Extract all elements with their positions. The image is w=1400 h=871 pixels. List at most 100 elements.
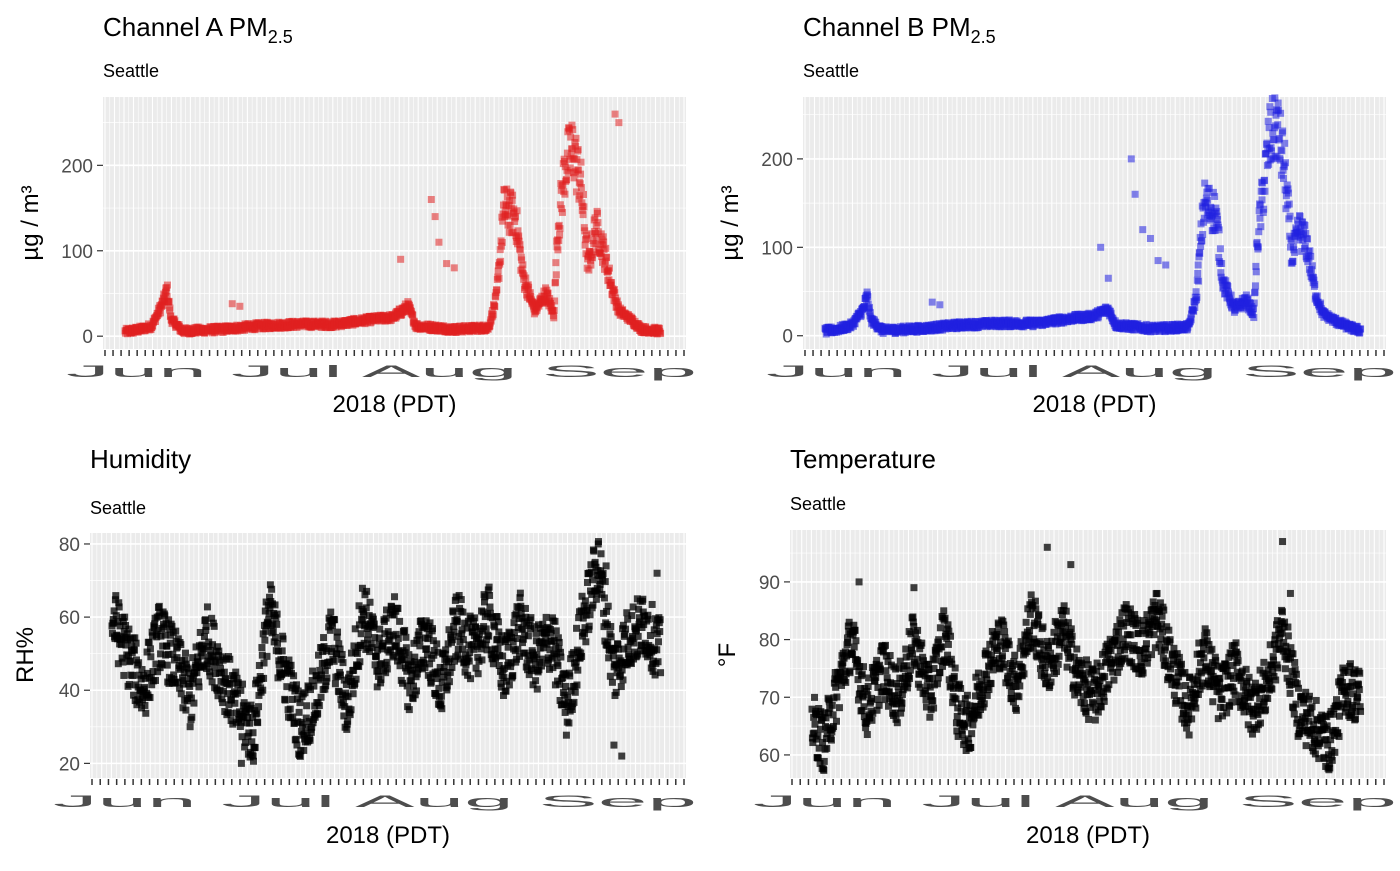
data-point [509, 672, 516, 679]
data-point [491, 303, 498, 310]
data-point [187, 723, 194, 730]
spike-point [432, 213, 439, 220]
data-point [543, 614, 550, 621]
data-point [253, 710, 260, 717]
data-point [466, 658, 473, 665]
data-point [252, 744, 259, 751]
data-point [657, 330, 664, 337]
y-tick-label: 100 [61, 242, 93, 263]
spike-point [936, 301, 943, 308]
data-point [559, 209, 566, 216]
data-point [1291, 249, 1298, 256]
data-point [609, 679, 616, 686]
data-point [250, 729, 257, 736]
data-point [868, 717, 875, 724]
data-point [442, 646, 449, 653]
data-point [486, 592, 493, 599]
spike-point [612, 111, 619, 118]
data-point [594, 210, 601, 217]
y-tick-label: 200 [761, 150, 793, 171]
x-date-labels: Jun Jul Aug Sep [753, 792, 1397, 811]
data-point [332, 680, 339, 687]
data-point [446, 678, 453, 685]
chart-title: Humidity [90, 444, 191, 474]
data-point [587, 611, 594, 618]
data-point [606, 265, 613, 272]
data-point [394, 605, 401, 612]
data-point [435, 685, 442, 692]
data-point [279, 647, 286, 654]
data-point [449, 636, 456, 643]
chart-title-subscript: 2.5 [268, 27, 293, 47]
data-point [203, 623, 210, 630]
data-point [133, 640, 140, 647]
data-point [339, 651, 346, 658]
data-point [119, 659, 126, 666]
data-point [221, 669, 228, 676]
data-point [1304, 235, 1311, 242]
data-point [571, 699, 578, 706]
data-point [499, 653, 506, 660]
data-point [166, 305, 173, 312]
data-point [860, 703, 867, 710]
spike-point [654, 570, 661, 577]
spike-point [1155, 257, 1162, 264]
data-point [287, 706, 294, 713]
data-point [147, 645, 154, 652]
data-point [573, 681, 580, 688]
data-point [268, 586, 275, 593]
chart-subtitle: Seattle [803, 61, 859, 81]
data-point [563, 732, 570, 739]
spike-point [238, 760, 245, 767]
data-point [1301, 222, 1308, 229]
data-point [1265, 118, 1272, 125]
spike-point [618, 753, 625, 760]
data-point [605, 603, 612, 610]
data-point [152, 677, 159, 684]
data-point [1216, 226, 1223, 233]
data-point [607, 673, 614, 680]
data-point [1250, 314, 1257, 321]
data-point [113, 612, 120, 619]
data-point [517, 590, 524, 597]
data-point [514, 207, 521, 214]
data-point [340, 659, 347, 666]
chart-title-main: Channel A PM [103, 12, 268, 42]
data-point [164, 662, 171, 669]
data-point [490, 311, 497, 318]
data-point [519, 261, 526, 268]
data-point [1259, 196, 1266, 203]
spike-point [1097, 244, 1104, 251]
y-tick-label: 70 [759, 688, 780, 709]
data-point [1194, 270, 1201, 277]
data-point [630, 640, 637, 647]
spike-point [236, 303, 243, 310]
data-point [486, 604, 493, 611]
data-point [851, 644, 858, 651]
data-point [373, 653, 380, 660]
data-point [820, 767, 827, 774]
data-point [582, 638, 589, 645]
data-point [261, 659, 268, 666]
data-point [619, 676, 626, 683]
data-point [121, 614, 128, 621]
data-point [574, 667, 581, 674]
data-point [353, 676, 360, 683]
spike-point [1105, 275, 1112, 282]
data-point [1251, 300, 1258, 307]
data-point [188, 714, 195, 721]
data-point [525, 632, 532, 639]
data-point [227, 710, 234, 717]
data-point [532, 677, 539, 684]
data-point [522, 605, 529, 612]
data-point [272, 634, 279, 641]
data-point [367, 599, 374, 606]
data-point [495, 618, 502, 625]
data-point [142, 710, 149, 717]
data-point [141, 702, 148, 709]
data-point [852, 627, 859, 634]
data-point [395, 635, 402, 642]
data-point [318, 694, 325, 701]
data-point [494, 645, 501, 652]
